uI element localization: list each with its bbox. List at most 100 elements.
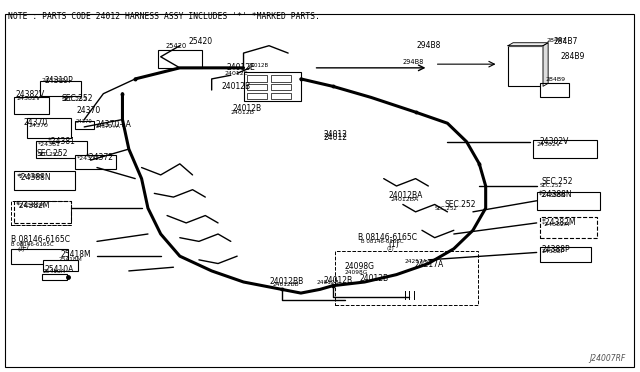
Bar — [508, 46, 543, 86]
Text: J24007RF: J24007RF — [589, 354, 626, 363]
Text: 25410A: 25410A — [43, 269, 65, 274]
Text: 284B7: 284B7 — [546, 38, 566, 43]
Text: 24098G: 24098G — [344, 262, 374, 271]
Text: 24012B: 24012B — [317, 280, 339, 285]
Text: 24370: 24370 — [77, 106, 101, 115]
Bar — [42, 273, 67, 280]
Text: (1): (1) — [387, 246, 395, 250]
Bar — [14, 97, 49, 114]
Text: *24388N: *24388N — [17, 174, 44, 179]
Text: 294B8: 294B8 — [417, 41, 441, 50]
Text: B 08146-6165C: B 08146-6165C — [358, 233, 417, 242]
Text: 284B7: 284B7 — [553, 38, 577, 46]
Bar — [11, 249, 68, 263]
Bar — [271, 75, 291, 81]
Text: 24319P: 24319P — [42, 78, 65, 83]
Text: 24319P: 24319P — [45, 76, 74, 85]
Text: 24370+A: 24370+A — [96, 120, 132, 129]
Text: 284B9: 284B9 — [545, 77, 566, 82]
Text: 24302V: 24302V — [540, 137, 569, 146]
Bar — [246, 75, 267, 81]
Text: *24382M: *24382M — [541, 222, 570, 227]
Text: *24382M: *24382M — [541, 218, 576, 227]
Bar — [540, 247, 591, 262]
Text: SEC.252: SEC.252 — [435, 206, 458, 211]
Bar — [342, 276, 384, 299]
Bar — [540, 217, 597, 238]
Text: 284B9: 284B9 — [561, 52, 585, 61]
Text: 24012BA: 24012BA — [390, 197, 419, 202]
Bar — [40, 81, 81, 96]
Text: SEC.252: SEC.252 — [444, 200, 476, 209]
Text: 24370: 24370 — [24, 118, 48, 127]
Text: 24012B: 24012B — [231, 110, 255, 115]
Text: 24012E: 24012E — [227, 63, 255, 72]
Text: *24372: *24372 — [86, 153, 113, 162]
Text: B 08146-6165C: B 08146-6165C — [11, 242, 54, 247]
Text: SEC.252: SEC.252 — [62, 97, 88, 102]
Text: 25410A: 25410A — [45, 265, 74, 274]
Text: 24370: 24370 — [29, 123, 49, 128]
Text: *24388N: *24388N — [539, 190, 572, 199]
Text: SEC.252: SEC.252 — [541, 177, 573, 186]
Text: (L): (L) — [19, 241, 29, 250]
Text: 24012: 24012 — [323, 130, 347, 139]
Text: 24012B: 24012B — [324, 276, 353, 285]
Text: 24012BB: 24012BB — [272, 282, 299, 288]
Text: *24381: *24381 — [47, 137, 75, 146]
Text: 24012: 24012 — [323, 133, 347, 142]
Bar — [246, 93, 267, 99]
Text: 25418M: 25418M — [60, 250, 91, 259]
Bar — [336, 253, 476, 304]
Bar — [537, 192, 600, 210]
Text: NOTE : PARTS CODE 24012 HARNESS ASSY INCLUDES '*' *MARKED PARTS.: NOTE : PARTS CODE 24012 HARNESS ASSY INC… — [8, 13, 320, 22]
Text: 24382V: 24382V — [16, 96, 40, 101]
Text: 24012B: 24012B — [248, 63, 269, 68]
Text: 24370+A: 24370+A — [96, 124, 120, 129]
Text: 24382V: 24382V — [15, 90, 45, 99]
Bar — [27, 118, 72, 138]
Bar — [75, 121, 94, 129]
Bar — [335, 251, 478, 305]
Text: 24302V: 24302V — [537, 142, 561, 147]
Bar — [246, 84, 267, 90]
Bar — [14, 171, 75, 190]
Bar — [11, 201, 72, 225]
Text: *24388N: *24388N — [17, 173, 51, 182]
Text: 25420: 25420 — [166, 42, 188, 48]
Text: 24012B: 24012B — [360, 274, 388, 283]
Text: 24012B: 24012B — [221, 82, 250, 91]
Text: 24098G: 24098G — [344, 270, 367, 275]
Text: 25420: 25420 — [188, 38, 212, 46]
Text: 24217A: 24217A — [404, 259, 427, 263]
Text: 24012B: 24012B — [232, 104, 261, 113]
Text: 24012BB: 24012BB — [269, 278, 303, 286]
Text: 25418M: 25418M — [59, 257, 83, 262]
Text: 24388P: 24388P — [541, 249, 565, 254]
Text: SEC.252: SEC.252 — [540, 183, 563, 188]
Bar — [534, 140, 597, 158]
Text: B 08146-6165C: B 08146-6165C — [362, 239, 404, 244]
Text: (L): (L) — [17, 247, 24, 252]
Polygon shape — [543, 43, 548, 86]
Bar — [540, 83, 568, 97]
Text: *24372: *24372 — [77, 156, 100, 161]
Text: 24370: 24370 — [76, 119, 93, 124]
Bar — [271, 93, 291, 99]
Text: B 08146-6165C: B 08146-6165C — [11, 235, 70, 244]
Bar — [36, 141, 88, 158]
Text: SEC.252: SEC.252 — [38, 152, 61, 157]
Text: *24382M: *24382M — [15, 201, 50, 210]
Text: 24012BA: 24012BA — [389, 191, 423, 200]
Bar — [403, 265, 419, 291]
Bar — [271, 84, 291, 90]
Text: 294B8: 294B8 — [403, 59, 424, 65]
Text: (1): (1) — [388, 240, 399, 249]
Bar — [14, 201, 72, 223]
Text: *24382M: *24382M — [17, 203, 45, 208]
Text: 24217A: 24217A — [414, 260, 444, 269]
Bar — [244, 71, 301, 101]
Polygon shape — [508, 43, 548, 46]
Text: *24381: *24381 — [38, 142, 61, 147]
Bar — [43, 260, 78, 271]
